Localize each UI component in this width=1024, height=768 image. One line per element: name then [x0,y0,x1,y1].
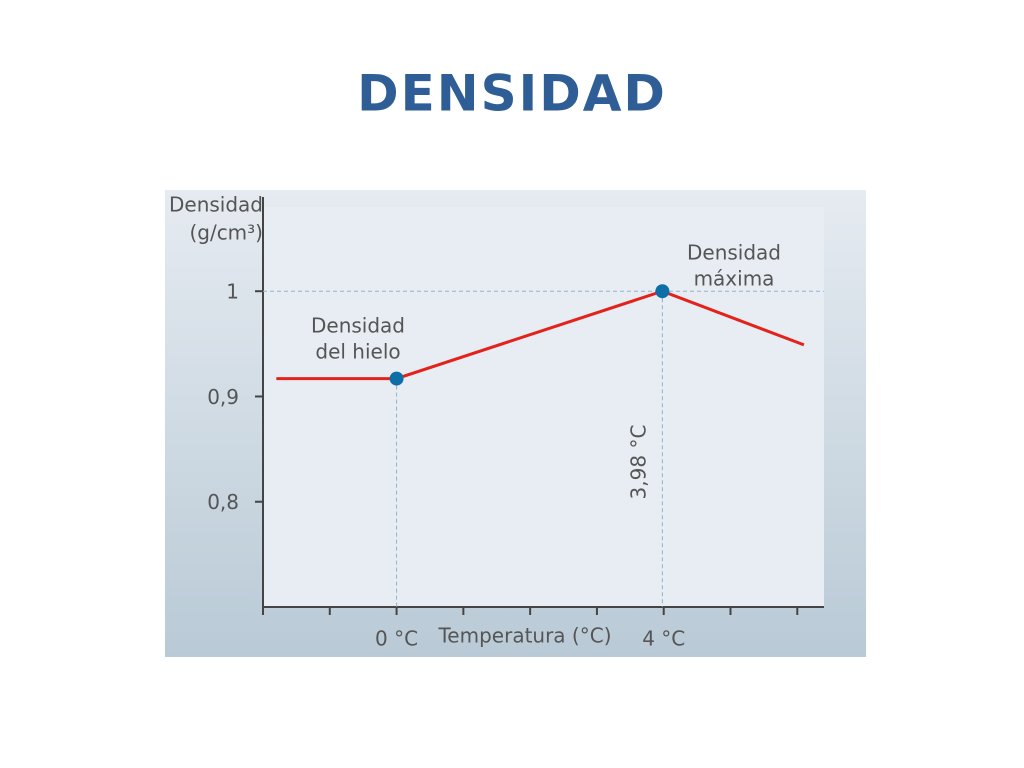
y-tick-label: 0,9 [207,385,239,409]
data-point [655,284,670,299]
x-tick-label: 0 °C [375,627,418,651]
y-tick-label: 0,8 [207,490,239,514]
annotation: Densidad [687,241,781,265]
data-line [276,289,805,381]
annotation: Densidad [311,314,405,338]
annotation: máxima [694,267,775,291]
x-tick-label: 4 °C [642,627,685,651]
slide-title: DENSIDAD [357,65,667,123]
annotation: del hielo [315,340,400,364]
x-axis-label: Temperatura (°C) [437,624,611,648]
plot-area [263,207,824,607]
data-point [389,371,404,386]
y-tick-label: 1 [226,280,239,304]
y-axis-label: Densidad [169,193,263,217]
annotation: 3,98 °C [627,425,651,500]
y-axis-label: (g/cm³) [189,221,263,245]
